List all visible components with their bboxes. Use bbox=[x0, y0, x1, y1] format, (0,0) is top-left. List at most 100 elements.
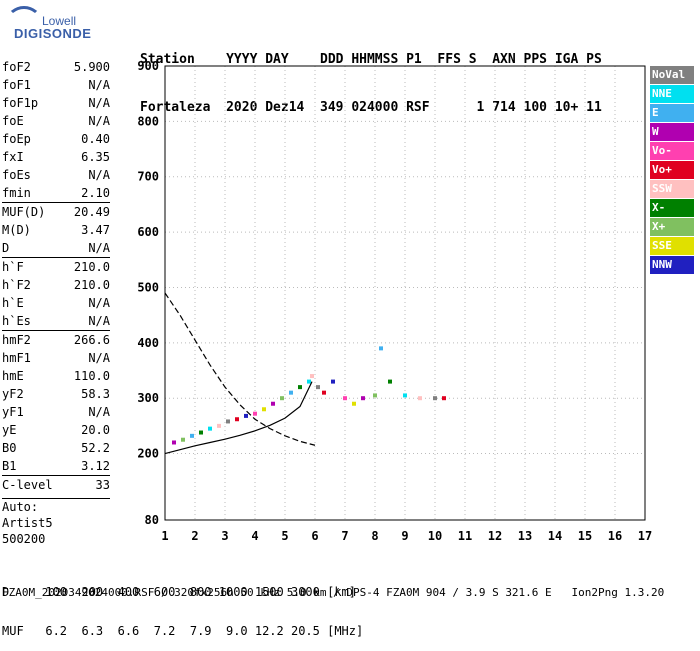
legend-item: E bbox=[650, 104, 694, 122]
x-tick-label: 5 bbox=[281, 529, 288, 543]
parameter-panel: foF2 5.900 foF1 N/A foF1p N/A foE N/A foEp 0.40 fx… bbox=[2, 58, 110, 547]
trace-point bbox=[199, 430, 203, 435]
y-tick-label: 80 bbox=[145, 513, 159, 527]
trace-point bbox=[310, 374, 314, 379]
x-tick-label: 16 bbox=[608, 529, 622, 543]
param-row: h`F 210.0 bbox=[2, 257, 110, 276]
x-tick-label: 1 bbox=[161, 529, 168, 543]
param-label: foEs bbox=[2, 168, 31, 182]
param-row: foEp 0.40 bbox=[2, 130, 110, 148]
trace-point bbox=[379, 346, 383, 351]
digisonde-logo: Lowell DIGISONDE bbox=[4, 4, 124, 44]
param-row: foF2 5.900 bbox=[2, 58, 110, 76]
param-label: fmin bbox=[2, 186, 31, 200]
trace-point bbox=[280, 396, 284, 401]
param-label: h`F2 bbox=[2, 278, 31, 292]
legend-item: SSE bbox=[650, 237, 694, 255]
legend-item: X+ bbox=[650, 218, 694, 236]
param-value: 20.0 bbox=[81, 423, 110, 437]
param-value: N/A bbox=[88, 405, 110, 419]
legend: NoVal NNE E W Vo- Vo+ SSW X- X+ SSE NNW bbox=[650, 66, 694, 275]
param-value: N/A bbox=[88, 351, 110, 365]
data-layer bbox=[172, 346, 446, 445]
y-tick-label: 600 bbox=[137, 225, 159, 239]
param-label: M(D) bbox=[2, 223, 31, 237]
curve-layer bbox=[164, 292, 316, 455]
x-tick-label: 10 bbox=[428, 529, 442, 543]
param-label: foEp bbox=[2, 132, 31, 146]
trace-point bbox=[235, 417, 239, 422]
param-label: foE bbox=[2, 114, 24, 128]
logo-line2: DIGISONDE bbox=[14, 26, 92, 41]
param-row: foE N/A bbox=[2, 112, 110, 130]
trace-point bbox=[298, 385, 302, 390]
param-row: h`Es N/A bbox=[2, 312, 110, 330]
param-value: N/A bbox=[88, 314, 110, 328]
ionogram-plot: 1 2 3 4 5 6 7 8 9 10 11 12 13 14 15 16 17802003004005006… bbox=[137, 59, 652, 543]
param-label: h`F bbox=[2, 260, 24, 274]
x-tick-label: 4 bbox=[251, 529, 258, 543]
trace-point bbox=[289, 390, 293, 395]
auto-scaling-line3: 500200 bbox=[2, 532, 46, 546]
auto-scaling-line2: Artist5 bbox=[2, 516, 53, 530]
param-value: 52.2 bbox=[81, 441, 110, 455]
param-label: h`E bbox=[2, 296, 24, 310]
x-tick-label: 13 bbox=[518, 529, 532, 543]
trace-point bbox=[316, 385, 320, 390]
x-tick-label: 17 bbox=[638, 529, 652, 543]
param-value: N/A bbox=[88, 96, 110, 110]
param-value: 33 bbox=[95, 478, 110, 492]
legend-item: Vo+ bbox=[650, 161, 694, 179]
legend-item: X- bbox=[650, 199, 694, 217]
param-label: foF1p bbox=[2, 96, 39, 110]
trace-point bbox=[418, 396, 422, 401]
param-row: MUF(D) 20.49 bbox=[2, 202, 110, 221]
legend-item: Vo- bbox=[650, 142, 694, 160]
legend-item: W bbox=[650, 123, 694, 141]
file-info: FZA0M_2020349024000.RSF / 320fx256h 50 k… bbox=[2, 586, 665, 599]
param-value: 110.0 bbox=[73, 369, 110, 383]
param-value: 3.12 bbox=[81, 459, 110, 473]
legend-item: NNE bbox=[650, 85, 694, 103]
trace-point bbox=[181, 437, 185, 442]
param-value: 2.10 bbox=[81, 186, 110, 200]
param-value: N/A bbox=[88, 114, 110, 128]
param-label: h`Es bbox=[2, 314, 31, 328]
param-value: N/A bbox=[88, 296, 110, 310]
param-value: 0.40 bbox=[81, 132, 110, 146]
param-row: h`E N/A bbox=[2, 294, 110, 312]
y-tick-label: 300 bbox=[137, 391, 159, 405]
param-label: hmF2 bbox=[2, 333, 31, 347]
x-tick-label: 12 bbox=[488, 529, 502, 543]
param-value: N/A bbox=[88, 241, 110, 255]
param-row: yF2 58.3 bbox=[2, 385, 110, 403]
trace-point bbox=[403, 393, 407, 398]
param-row: B1 3.12 bbox=[2, 457, 110, 475]
header-row-labels: Station YYYY DAY DDD HHMMSS P1 FFS S AXN… bbox=[140, 52, 602, 67]
trace-point bbox=[271, 401, 275, 406]
param-row: foEs N/A bbox=[2, 166, 110, 184]
x-tick-label: 6 bbox=[311, 529, 318, 543]
trace-point bbox=[433, 396, 437, 401]
param-row: fxI 6.35 bbox=[2, 148, 110, 166]
param-label: hmF1 bbox=[2, 351, 31, 365]
footer-distance-row: D 100 200 400 600 800 1000 1500 3000 [km… bbox=[2, 585, 357, 599]
legend-item: NNW bbox=[650, 256, 694, 274]
param-row: M(D) 3.47 bbox=[2, 221, 110, 239]
x-tick-label: 9 bbox=[401, 529, 408, 543]
trace-point bbox=[373, 393, 377, 398]
y-tick-label: 900 bbox=[137, 59, 159, 73]
station-header: Station YYYY DAY DDD HHMMSS P1 FFS S AXN… bbox=[140, 20, 602, 132]
param-value: 210.0 bbox=[73, 278, 110, 292]
panel-divider bbox=[2, 498, 110, 499]
trace-point bbox=[208, 426, 212, 431]
x-tick-label: 11 bbox=[458, 529, 472, 543]
param-label: yF2 bbox=[2, 387, 24, 401]
trace-point bbox=[262, 407, 266, 412]
x-tick-label: 14 bbox=[548, 529, 562, 543]
param-row: C-level 33 bbox=[2, 475, 110, 494]
param-row: foF1 N/A bbox=[2, 76, 110, 94]
param-label: fxI bbox=[2, 150, 24, 164]
param-value: 20.49 bbox=[73, 205, 110, 219]
param-row: h`F2 210.0 bbox=[2, 276, 110, 294]
